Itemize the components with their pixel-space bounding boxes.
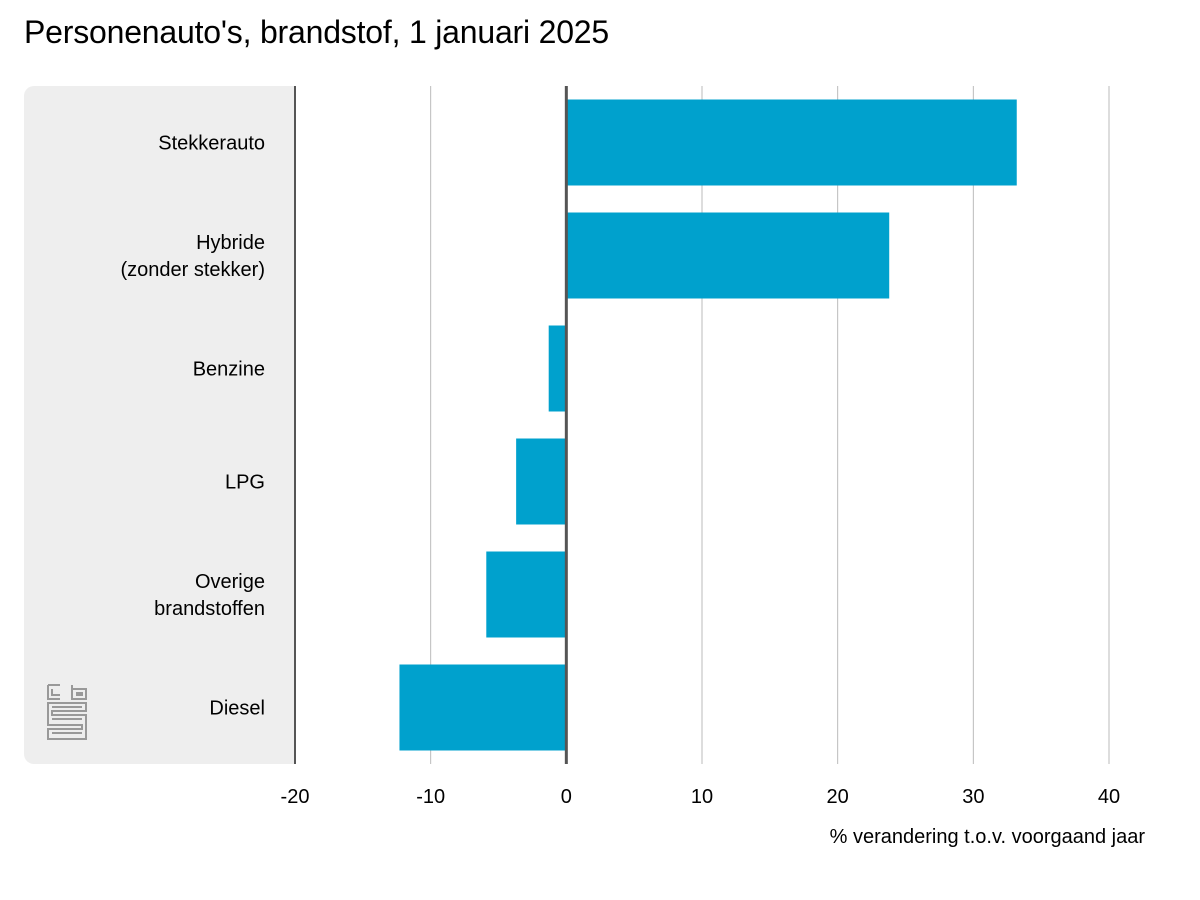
category-label-line: (zonder stekker) bbox=[121, 259, 266, 281]
bar bbox=[566, 99, 1017, 186]
category-label-line: Stekkerauto bbox=[158, 133, 265, 155]
bar bbox=[548, 325, 567, 412]
x-tick-label: -10 bbox=[416, 786, 445, 808]
category-label: Hybride (zonder stekker) bbox=[121, 232, 266, 281]
category-label: Stekkerauto bbox=[158, 133, 265, 155]
category-label-line: LPG bbox=[225, 472, 265, 494]
category-label: Benzine bbox=[193, 359, 265, 381]
x-tick-label: 20 bbox=[827, 786, 849, 808]
category-label-line: Benzine bbox=[193, 359, 265, 381]
bar bbox=[486, 551, 567, 638]
chart-title: Personenauto's, brandstof, 1 januari 202… bbox=[24, 14, 609, 50]
x-tick-label: 30 bbox=[962, 786, 984, 808]
x-tick-label: -20 bbox=[281, 786, 310, 808]
cbs-logo-icon bbox=[47, 684, 87, 740]
x-axis-title: % verandering t.o.v. voorgaand jaar bbox=[830, 826, 1146, 848]
category-label-panel bbox=[24, 86, 295, 764]
bar bbox=[399, 664, 567, 751]
category-label: Diesel bbox=[209, 698, 265, 720]
category-label-line: Hybride bbox=[196, 232, 265, 254]
x-tick-label: 0 bbox=[561, 786, 572, 808]
category-label: LPG bbox=[225, 472, 265, 494]
bar bbox=[516, 438, 567, 525]
category-label-line: Diesel bbox=[209, 698, 265, 720]
x-tick-label: 40 bbox=[1098, 786, 1120, 808]
bar bbox=[566, 212, 890, 299]
category-label-line: brandstoffen bbox=[154, 598, 265, 620]
category-label-line: Overige bbox=[195, 571, 265, 593]
category-label: Overige brandstoffen bbox=[154, 571, 265, 620]
x-tick-label: 10 bbox=[691, 786, 713, 808]
